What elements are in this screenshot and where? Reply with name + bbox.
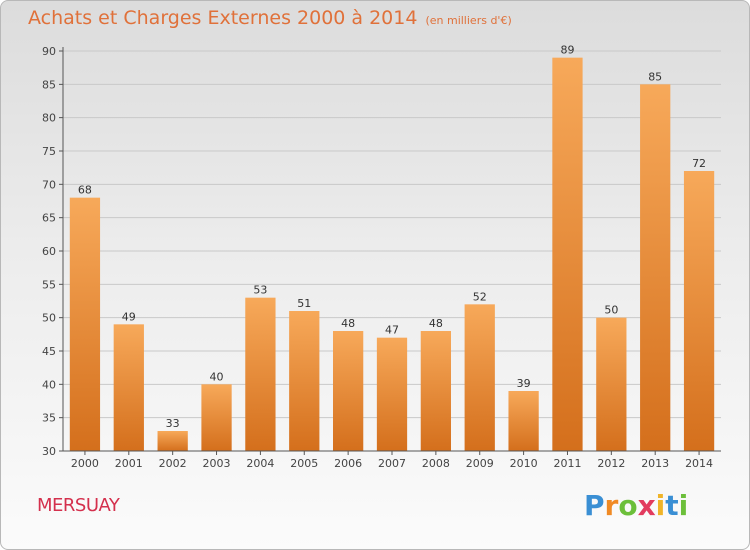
y-tick-label: 80 — [42, 112, 56, 125]
x-tick-label: 2004 — [246, 457, 274, 470]
y-tick-label: 35 — [42, 412, 56, 425]
x-tick-label: 2010 — [510, 457, 538, 470]
x-tick-label: 2007 — [378, 457, 406, 470]
bar — [201, 384, 232, 451]
bars — [69, 57, 715, 452]
data-label: 48 — [341, 317, 355, 330]
logo-letter: t — [665, 489, 679, 522]
bar — [113, 324, 144, 451]
y-tick-label: 90 — [42, 45, 56, 58]
logo-letter: P — [584, 489, 605, 522]
title-text: Achats et Charges Externes 2000 à 2014 — [28, 7, 418, 29]
x-tick-label: 2001 — [115, 457, 143, 470]
bar — [157, 431, 188, 451]
axes — [59, 47, 721, 455]
proxiti-logo: Proxiti — [584, 489, 688, 522]
chart-title: Achats et Charges Externes 2000 à 2014 (e… — [28, 7, 512, 29]
x-tick-label: 2011 — [553, 457, 581, 470]
data-label: 49 — [122, 310, 136, 323]
commune-name: MERSUAY — [37, 495, 120, 516]
bar — [552, 57, 583, 452]
data-label: 72 — [692, 157, 706, 170]
y-tick-label: 45 — [42, 345, 56, 358]
data-label: 85 — [648, 70, 662, 83]
x-tick-label: 2009 — [466, 457, 494, 470]
y-tick-label: 70 — [42, 178, 56, 191]
bar — [640, 84, 671, 451]
bar — [332, 331, 364, 451]
data-label: 33 — [166, 417, 180, 430]
data-label: 40 — [210, 370, 224, 383]
y-tick-label: 65 — [42, 212, 56, 225]
data-label: 51 — [297, 297, 311, 310]
bar — [376, 337, 408, 451]
x-tick-label: 2000 — [71, 457, 99, 470]
bar — [420, 331, 452, 451]
bar — [245, 297, 276, 451]
data-label: 39 — [517, 377, 531, 390]
x-tick-label: 2006 — [334, 457, 362, 470]
bar — [683, 171, 715, 451]
data-label: 68 — [78, 184, 92, 197]
x-tick-label: 2012 — [597, 457, 625, 470]
bar — [289, 311, 320, 451]
bar — [596, 317, 627, 451]
data-label: 48 — [429, 317, 443, 330]
bar — [508, 391, 539, 451]
y-tick-label: 55 — [42, 278, 56, 291]
labels: 30 35 40 45 50 55 60 65 70 75 80 85 90 68 2000 49 2001 33… — [42, 44, 713, 470]
x-tick-label: 2013 — [641, 457, 669, 470]
x-tick-label: 2002 — [159, 457, 187, 470]
data-label: 89 — [560, 44, 574, 57]
bar — [464, 304, 495, 451]
y-tick-label: 60 — [42, 245, 56, 258]
x-tick-label: 2008 — [422, 457, 450, 470]
y-tick-label: 40 — [42, 378, 56, 391]
y-tick-label: 85 — [42, 78, 56, 91]
data-label: 50 — [604, 304, 618, 317]
data-label: 47 — [385, 324, 399, 337]
logo-letter: x — [637, 489, 656, 522]
logo-letter: o — [618, 489, 638, 522]
logo-letter: r — [604, 489, 619, 522]
logo-letter: i — [655, 489, 666, 522]
logo-letter: i — [678, 489, 689, 522]
x-tick-label: 2003 — [203, 457, 231, 470]
x-tick-label: 2005 — [290, 457, 318, 470]
data-label: 52 — [473, 290, 487, 303]
y-tick-label: 75 — [42, 145, 56, 158]
data-label: 53 — [253, 284, 267, 297]
x-tick-label: 2014 — [685, 457, 713, 470]
bar — [69, 197, 101, 451]
y-tick-label: 50 — [42, 312, 56, 325]
y-tick-label: 30 — [42, 445, 56, 458]
chart-subtitle: (en milliers d'€) — [425, 14, 512, 27]
